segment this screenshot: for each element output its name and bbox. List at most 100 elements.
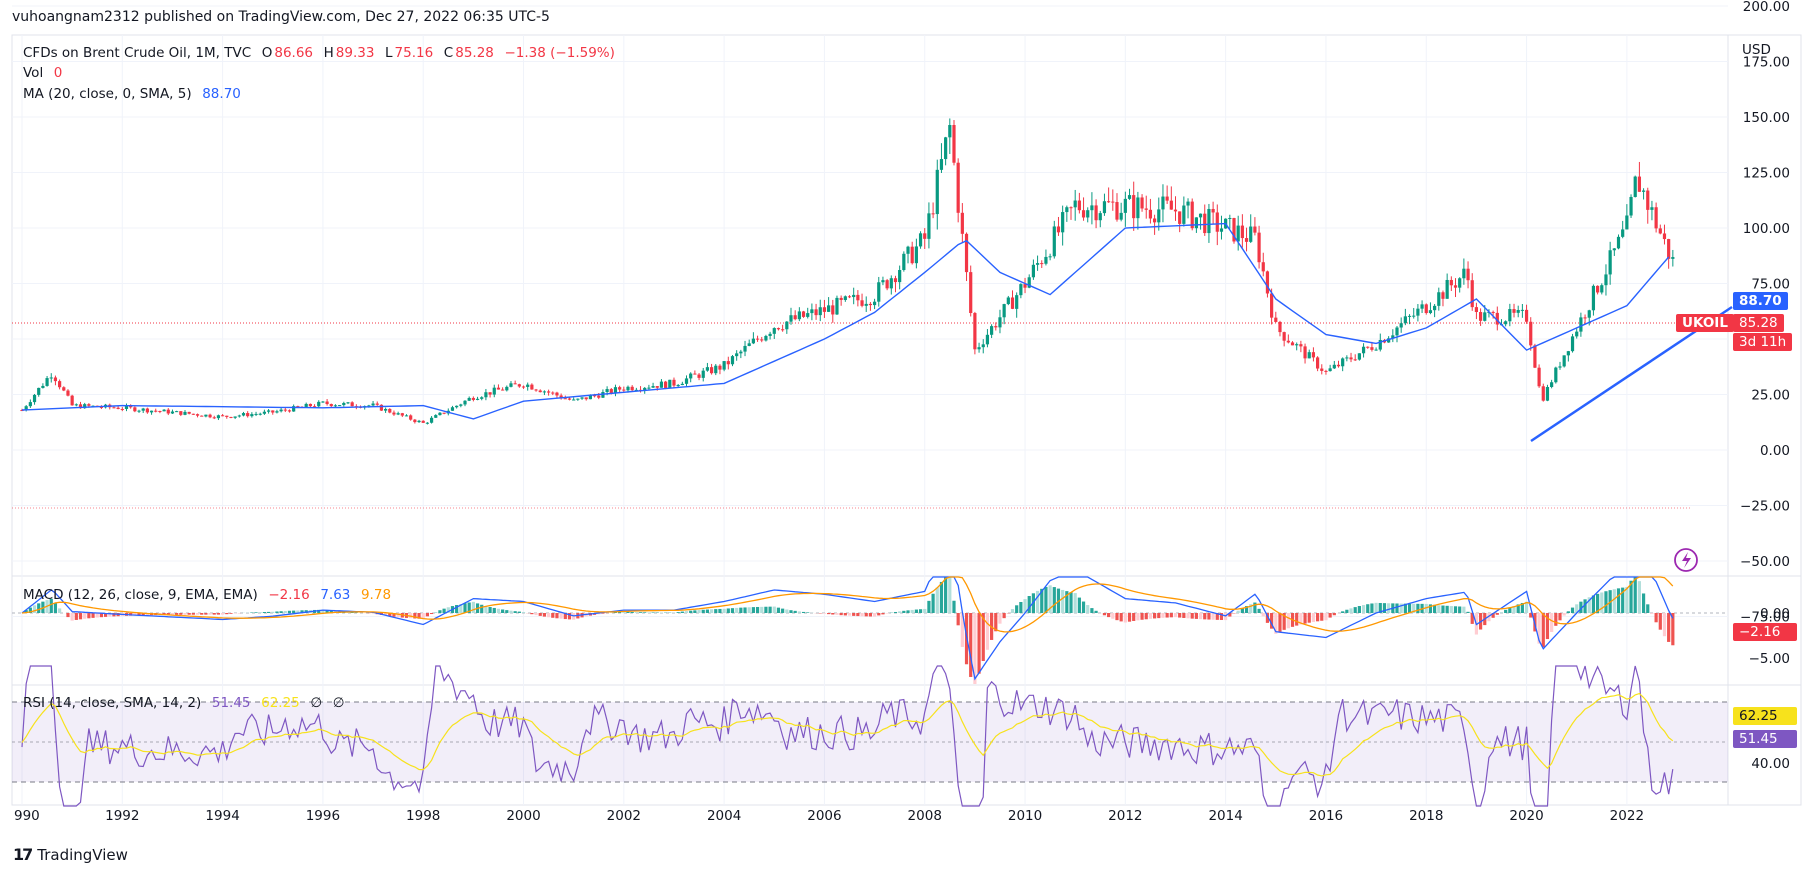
time-tick: 2008 (908, 808, 942, 824)
macd-bar (918, 609, 923, 613)
macd-bar (1462, 606, 1466, 613)
candle-body (1332, 364, 1336, 369)
macd-bar (1504, 609, 1508, 613)
candle-body (1253, 226, 1257, 233)
macd-bar (388, 613, 392, 617)
time-tick: 2012 (1108, 808, 1142, 824)
macd-bar (852, 613, 856, 616)
legend-close: 85.28 (455, 45, 494, 61)
macd-bar (488, 607, 492, 613)
macd-bar (1257, 608, 1261, 613)
candle-body (1441, 292, 1445, 299)
candle-body (1550, 382, 1554, 387)
candle-body (893, 278, 898, 283)
candle-body (655, 386, 659, 388)
candle-body (1591, 285, 1596, 311)
candle-body (312, 406, 317, 408)
candle-body (931, 213, 935, 215)
candle-body (425, 422, 429, 424)
macd-bar (509, 610, 513, 613)
time-tick: 2020 (1509, 808, 1543, 824)
candle-body (944, 137, 948, 160)
candle-body (83, 404, 87, 409)
candle-body (1612, 248, 1616, 251)
macd-bar (1382, 603, 1387, 613)
candle-body (283, 409, 287, 411)
rsi-line (21, 665, 1674, 807)
candle-body (810, 309, 814, 314)
candle-body (776, 328, 781, 330)
macd-bar (221, 613, 225, 615)
candle-body (1395, 327, 1399, 336)
candle-body (1378, 339, 1382, 350)
candle-body (1641, 190, 1646, 192)
candle-body (868, 303, 873, 306)
candle-body (32, 394, 37, 403)
macd-bar (1437, 605, 1441, 613)
candle-body (1370, 347, 1374, 350)
macd-bar (856, 613, 860, 617)
macd-bar (1282, 613, 1286, 630)
candle-body (279, 409, 283, 412)
macd-bar (1579, 601, 1583, 613)
macd-bar (1407, 603, 1412, 613)
candle-body (471, 397, 475, 400)
candle-body (342, 402, 346, 406)
macd-bar (1487, 613, 1491, 622)
candle-body (74, 404, 78, 406)
volume-legend[interactable]: Vol 0 (23, 65, 64, 81)
macd-bar (1127, 613, 1132, 622)
macd-bar (216, 613, 221, 615)
macd-bar (914, 609, 918, 613)
macd-bar (952, 600, 956, 613)
macd-bar (714, 609, 718, 613)
macd-bar (1324, 613, 1328, 621)
macd-bar (1575, 604, 1579, 613)
candle-body (964, 233, 969, 273)
macd-bar (1119, 613, 1123, 622)
macd-bar (187, 613, 191, 615)
candle-body (388, 408, 392, 413)
candle-body (241, 413, 246, 416)
macd-bar (973, 613, 977, 684)
macd-bar (551, 613, 555, 618)
macd-bar (1073, 593, 1077, 613)
candle-body (1198, 213, 1203, 218)
candle-body (158, 410, 162, 412)
time-tick: 2014 (1208, 808, 1242, 824)
candle-body (1420, 304, 1424, 309)
macd-bar (1190, 613, 1194, 619)
time-tick: 2004 (707, 808, 741, 824)
candle-body (730, 356, 735, 365)
candle-body (375, 403, 379, 405)
macd-bar (1403, 603, 1407, 613)
footer-brand: TradingView (37, 845, 128, 864)
macd-bar (467, 602, 471, 613)
macd-bar (179, 613, 183, 615)
rsi-legend[interactable]: RSI (14, close, SMA, 14, 2) 51.45 62.25 … (23, 695, 346, 711)
macd-bar (492, 607, 496, 613)
candle-body (1667, 239, 1671, 259)
macd-bar (505, 610, 509, 613)
candle-body (1090, 205, 1094, 211)
macd-bar (944, 577, 948, 613)
macd-legend[interactable]: MACD (12, 26, close, 9, EMA, EMA) −2.16 … (23, 587, 393, 603)
macd-bar (1495, 613, 1499, 615)
lightning-icon[interactable] (1674, 548, 1698, 572)
macd-signal-value: 9.78 (360, 587, 392, 603)
candle-body (1449, 279, 1453, 286)
candle-body (1558, 366, 1562, 368)
candle-body (927, 213, 931, 239)
macd-bar (743, 607, 747, 613)
macd-bar (1065, 591, 1069, 613)
candle-body (1374, 349, 1378, 351)
footer[interactable]: 17 TradingView (13, 845, 128, 864)
candle-body (735, 353, 739, 357)
macd-histogram (24, 577, 1675, 684)
candle-body (948, 125, 952, 138)
main-legend[interactable]: CFDs on Brent Crude Oil, 1M, TVC O 86.66 … (23, 45, 617, 61)
ma-legend[interactable]: MA (20, close, 0, SMA, 5) 88.70 (23, 86, 243, 102)
candle-body (781, 329, 785, 331)
candle-body (538, 390, 542, 393)
